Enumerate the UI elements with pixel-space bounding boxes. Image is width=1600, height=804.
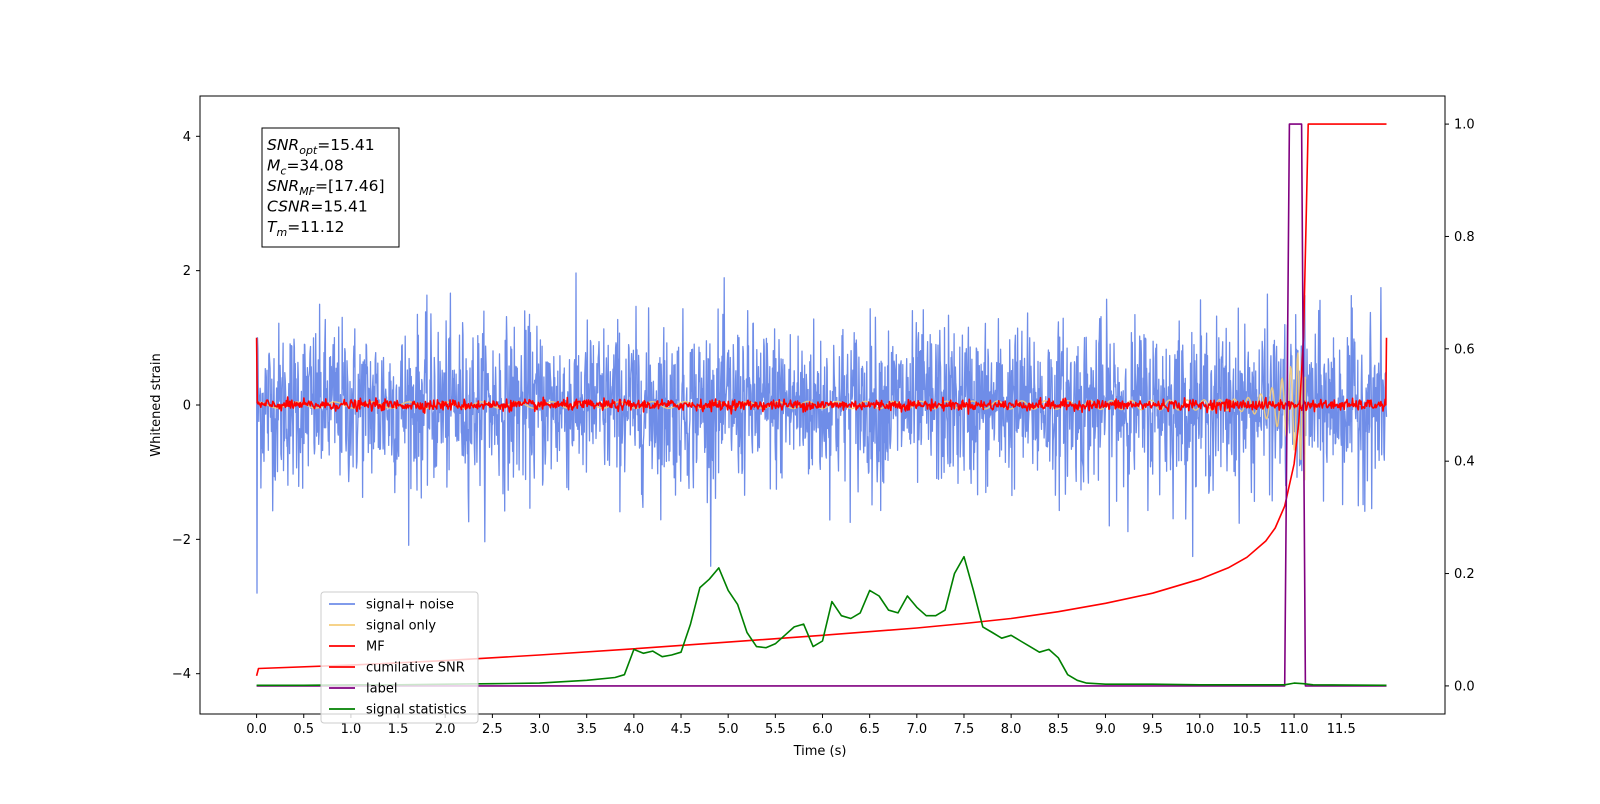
y-tick-label: −4 — [172, 667, 191, 682]
x-tick-label: 11.0 — [1280, 722, 1309, 737]
x-tick-label: 4.0 — [624, 722, 645, 737]
y2-tick-label: 0.0 — [1454, 679, 1475, 694]
legend-frame — [320, 591, 479, 724]
y-tick-label: 2 — [183, 264, 191, 279]
legend-entry: signal+ noise — [366, 598, 454, 613]
y2-tick-label: 1.0 — [1454, 118, 1475, 133]
series-1-line — [256, 343, 1307, 481]
x-tick-label: 3.5 — [576, 722, 597, 737]
x-tick-label: 6.5 — [859, 722, 880, 737]
annotation-frame — [261, 127, 400, 248]
x-tick-label: 2.0 — [435, 722, 456, 737]
x-tick-label: 6.0 — [812, 722, 833, 737]
annotation-line: Mc=34.08 — [267, 157, 344, 178]
x-tick-label: 7.5 — [954, 722, 975, 737]
x-tick-label: 0.0 — [246, 722, 267, 737]
x-tick-label: 9.5 — [1142, 722, 1163, 737]
annotation-line: Tm=11.12 — [267, 218, 345, 239]
legend-entry: cumilative SNR — [366, 661, 465, 676]
legend: signal+ noise signal only MF cumilative SNR… — [320, 591, 479, 724]
legend-entry: MF — [366, 640, 385, 655]
x-tick-label: 1.0 — [341, 722, 362, 737]
x-tick-label: 4.5 — [671, 722, 692, 737]
legend-entry: signal statistics — [366, 703, 467, 718]
series-0-line — [255, 272, 1388, 594]
x-tick-label: 11.5 — [1327, 722, 1356, 737]
y2-tick-label: 0.6 — [1454, 342, 1475, 357]
x-tick-label: 7.0 — [906, 722, 927, 737]
x-axis-label: Time (s) — [793, 744, 847, 759]
series-4-line — [256, 123, 1387, 687]
x-tick-label: 3.0 — [529, 722, 550, 737]
x-tick-label: 2.5 — [482, 722, 503, 737]
x-tick-label: 8.0 — [1001, 722, 1022, 737]
annotation-line: SNRMF=[17.46] — [267, 177, 385, 198]
annotation-line: SNRopt=15.41 — [267, 136, 375, 157]
series-3-line — [255, 123, 1387, 677]
legend-entry: signal only — [366, 619, 436, 634]
y2-tick-label: 0.2 — [1454, 567, 1475, 582]
x-tick-label: 1.5 — [388, 722, 409, 737]
x-tick-label: 5.0 — [718, 722, 739, 737]
x-tick-label: 0.5 — [293, 722, 314, 737]
axes-layer: 0.0 0.5 1.0 1.5 2.0 2.5 3.0 3.5 4.0 4.5 5.0 5.5 6.0 6… — [172, 118, 1475, 737]
y2-tick-label: 0.4 — [1454, 455, 1475, 470]
series-2-line — [255, 337, 1388, 415]
annotation-line: CSNR=15.41 — [267, 198, 368, 216]
legend-entry: label — [366, 682, 397, 697]
x-tick-label: 5.5 — [765, 722, 786, 737]
x-tick-label: 9.0 — [1095, 722, 1116, 737]
y2-tick-label: 0.8 — [1454, 230, 1475, 245]
series-layer — [255, 123, 1388, 687]
y-tick-label: −2 — [172, 533, 191, 548]
x-tick-label: 10.0 — [1185, 722, 1214, 737]
y-tick-label: 0 — [183, 399, 191, 414]
x-tick-label: 8.5 — [1048, 722, 1069, 737]
y-tick-label: 4 — [183, 130, 191, 145]
y-axis-label: Whitened strain — [149, 353, 164, 456]
x-tick-label: 10.5 — [1232, 722, 1261, 737]
annotation-box: SNRopt=15.41Mc=34.08SNRMF=[17.46]CSNR=15… — [261, 127, 400, 248]
series-5-line — [256, 555, 1387, 687]
